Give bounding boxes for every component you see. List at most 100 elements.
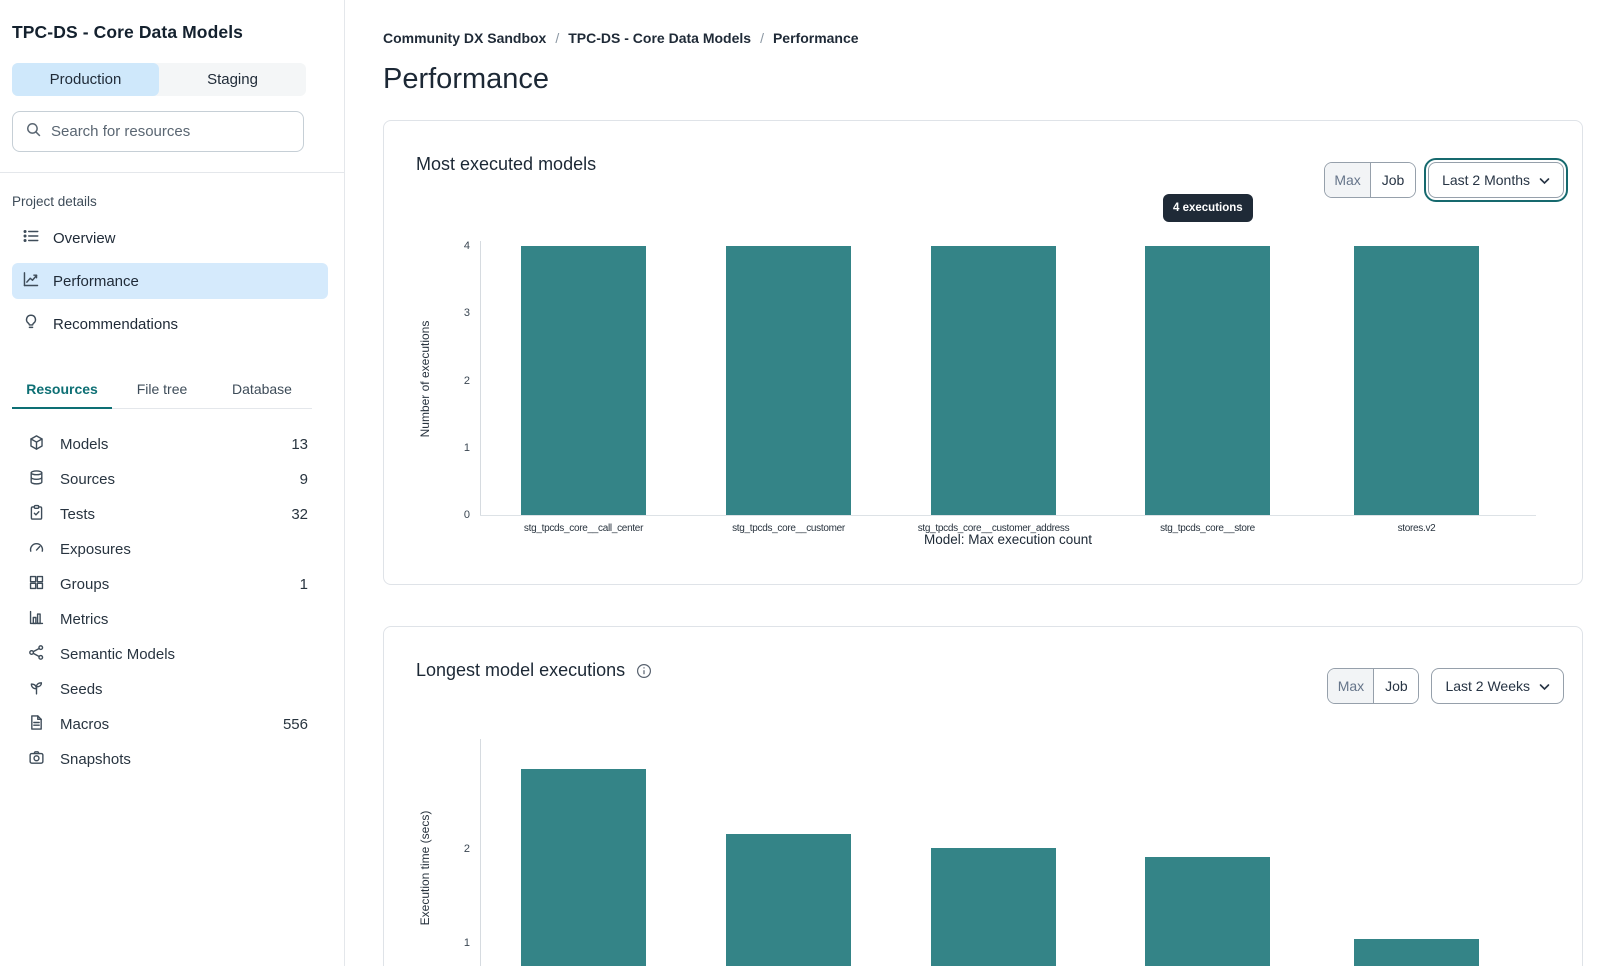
- resource-row-metrics[interactable]: Metrics: [12, 602, 328, 637]
- nav-item-label: Performance: [53, 272, 139, 290]
- performance-chart-icon: [22, 270, 40, 292]
- y-tick-label: 2: [463, 374, 470, 387]
- resource-row-snapshots[interactable]: Snapshots: [12, 742, 328, 777]
- resource-label: Exposures: [60, 541, 131, 558]
- info-icon[interactable]: [636, 663, 652, 679]
- most-executed-models-chart: Number of executions Model: Max executio…: [384, 121, 1582, 584]
- resource-label: Sources: [60, 471, 116, 488]
- y-axis-label: Execution time (secs): [418, 810, 432, 926]
- card-title: Longest model executions: [416, 660, 652, 681]
- max-job-toggle: Max Job: [1327, 668, 1420, 704]
- search-input[interactable]: [51, 123, 291, 140]
- bar[interactable]: [1145, 857, 1270, 966]
- nav-item-label: Overview: [53, 229, 116, 247]
- bar[interactable]: [726, 246, 851, 515]
- resource-label: Macros: [60, 716, 110, 733]
- card-title: Most executed models: [416, 154, 596, 175]
- job-button[interactable]: Job: [1370, 163, 1416, 197]
- env-tab-staging[interactable]: Staging: [207, 71, 258, 88]
- sidebar-item-performance[interactable]: Performance: [12, 263, 328, 299]
- card-controls: Max Job Last 2 Months: [1324, 158, 1568, 202]
- y-tick-label: 4: [463, 240, 470, 252]
- breadcrumb-separator: /: [760, 30, 764, 46]
- chevron-down-icon: [1539, 172, 1550, 188]
- tab-file-tree[interactable]: File tree: [136, 381, 188, 397]
- longest-model-executions-card: Longest model executions Max Job Last 2 …: [383, 626, 1583, 966]
- search-icon: [25, 121, 42, 143]
- bar[interactable]: [1354, 939, 1479, 966]
- bar[interactable]: [1354, 246, 1479, 515]
- card-controls: Max Job Last 2 Weeks: [1327, 668, 1564, 704]
- resource-label: Semantic Models: [60, 646, 176, 663]
- card-title-text: Most executed models: [416, 154, 597, 174]
- resource-count: 1: [299, 576, 308, 593]
- project-nav: Overview Performance Recommendations: [12, 220, 328, 342]
- sidebar-divider: [0, 172, 344, 173]
- x-axis-line: [480, 515, 1536, 516]
- chevron-down-icon: [1539, 678, 1550, 694]
- y-tick-label: 2: [463, 843, 470, 855]
- job-button[interactable]: Job: [1373, 669, 1419, 703]
- longest-model-executions-chart: Execution time (secs) 2 1: [384, 627, 1582, 966]
- resource-list: Models 13 Sources 9 Tests 32 Exposures Groups 1 M…: [12, 427, 328, 777]
- resource-row-models[interactable]: Models 13: [12, 427, 328, 462]
- breadcrumb-separator: /: [555, 30, 560, 46]
- sidebar-item-overview[interactable]: Overview: [12, 220, 328, 256]
- resource-row-macros[interactable]: Macros 556: [12, 707, 328, 742]
- x-tick-label: stg_tpcds_core__customer_address: [917, 523, 1070, 534]
- bar[interactable]: [931, 848, 1056, 966]
- bar[interactable]: [726, 833, 851, 966]
- tab-resources[interactable]: Resources: [12, 373, 112, 409]
- x-tick-label: stg_tpcds_core__customer: [732, 523, 845, 534]
- environment-toggle: Production Staging: [12, 63, 306, 96]
- bar[interactable]: [931, 246, 1056, 515]
- clipboard-icon: [28, 504, 45, 526]
- breadcrumb-item: Performance: [772, 30, 859, 46]
- resource-row-sources[interactable]: Sources 9: [12, 462, 328, 497]
- resource-count: 13: [291, 436, 308, 453]
- max-job-toggle: Max Job: [1324, 162, 1417, 198]
- date-range-dropdown[interactable]: Last 2 Weeks: [1431, 668, 1564, 704]
- resource-row-exposures[interactable]: Exposures: [12, 532, 328, 567]
- database-icon: [28, 469, 45, 491]
- resource-label: Groups: [60, 576, 110, 593]
- bar[interactable]: [1145, 246, 1270, 515]
- breadcrumb: Community DX Sandbox / TPC-DS - Core Data …: [383, 30, 1621, 46]
- sprout-icon: [28, 679, 45, 701]
- most-executed-models-card: Most executed models Max Job Last 2 Mont…: [383, 120, 1583, 585]
- nav-item-label: Recommendations: [53, 315, 179, 333]
- resource-count: 9: [299, 471, 308, 488]
- breadcrumb-item[interactable]: TPC-DS - Core Data Models: [568, 30, 752, 46]
- search-box[interactable]: [12, 111, 304, 152]
- max-button[interactable]: Max: [1328, 669, 1374, 703]
- chart-tooltip: 4 executions: [1163, 194, 1253, 222]
- lightbulb-icon: [22, 313, 40, 335]
- resource-row-semantic-models[interactable]: Semantic Models: [12, 637, 328, 672]
- project-title: TPC-DS - Core Data Models: [12, 22, 243, 42]
- date-range-dropdown[interactable]: Last 2 Months: [1424, 158, 1568, 202]
- resource-label: Seeds: [60, 681, 103, 698]
- resource-label: Tests: [60, 506, 96, 523]
- card-title-text: Longest model executions: [416, 660, 626, 680]
- y-tick-label: 1: [463, 937, 470, 949]
- resource-row-groups[interactable]: Groups 1: [12, 567, 328, 602]
- page-title: Performance: [383, 63, 550, 95]
- x-tick-label: stores.v2: [1397, 523, 1436, 534]
- sidebar: TPC-DS - Core Data Models Production Stag…: [0, 0, 345, 966]
- resource-row-seeds[interactable]: Seeds: [12, 672, 328, 707]
- bar-chart-icon: [28, 609, 45, 631]
- tab-database[interactable]: Database: [232, 381, 292, 397]
- max-button[interactable]: Max: [1325, 163, 1371, 197]
- bar[interactable]: [521, 769, 646, 966]
- x-axis-caption: Model: Max execution count: [923, 532, 1093, 547]
- breadcrumb-item[interactable]: Community DX Sandbox: [383, 30, 547, 46]
- resource-row-tests[interactable]: Tests 32: [12, 497, 328, 532]
- y-axis-label: Number of executions: [418, 320, 432, 438]
- env-tab-production[interactable]: Production: [12, 63, 159, 96]
- y-tick-label: 1: [463, 441, 470, 454]
- cube-icon: [28, 434, 45, 456]
- sidebar-item-recommendations[interactable]: Recommendations: [12, 306, 328, 342]
- bar[interactable]: [521, 246, 646, 515]
- resource-label: Snapshots: [60, 751, 131, 768]
- x-tick-label: stg_tpcds_core__store: [1160, 523, 1255, 534]
